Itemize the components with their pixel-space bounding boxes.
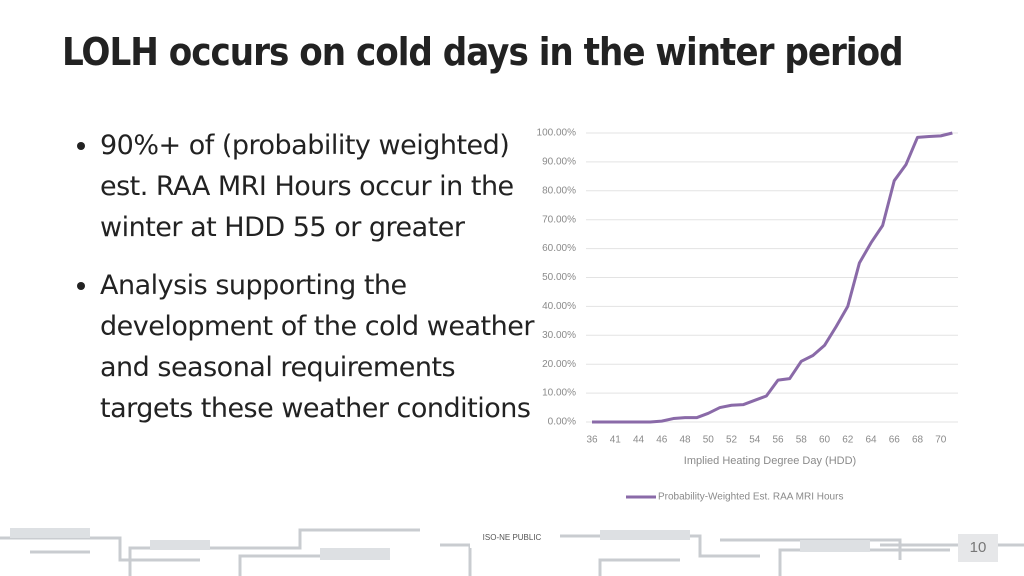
x-tick-label: 44 — [633, 435, 645, 446]
y-tick-label: 50.00% — [542, 272, 576, 283]
bullet: 90%+ of (probability weighted) est. RAA … — [100, 125, 540, 248]
y-tick-label: 0.00% — [548, 417, 576, 428]
x-tick-label: 68 — [912, 435, 924, 446]
x-tick-label: 41 — [610, 435, 622, 446]
y-tick-label: 30.00% — [542, 330, 576, 341]
x-tick-label: 36 — [586, 435, 598, 446]
x-tick-label: 54 — [749, 435, 761, 446]
y-tick-label: 20.00% — [542, 359, 576, 370]
x-tick-label: 52 — [726, 435, 738, 446]
bullet-list: 90%+ of (probability weighted) est. RAA … — [58, 125, 540, 446]
x-tick-label: 70 — [935, 435, 947, 446]
bullet: Analysis supporting the development of t… — [100, 265, 540, 429]
x-tick-label: 62 — [842, 435, 854, 446]
data-line — [592, 131, 953, 424]
footer-label: ISO-NE PUBLIC — [483, 533, 542, 542]
x-tick-label: 56 — [772, 435, 784, 446]
x-tick-label: 58 — [796, 435, 808, 446]
y-tick-label: 100.00% — [537, 128, 577, 139]
y-tick-label: 60.00% — [542, 243, 576, 254]
x-tick-label: 48 — [679, 435, 691, 446]
y-tick-label: 80.00% — [542, 185, 576, 196]
y-tick-label: 40.00% — [542, 301, 576, 312]
y-tick-label: 10.00% — [542, 388, 576, 399]
x-tick-label: 46 — [656, 435, 668, 446]
x-tick-label: 50 — [703, 435, 715, 446]
footer-box — [470, 528, 560, 548]
legend-label: Probability-Weighted Est. RAA MRI Hours — [658, 492, 843, 503]
page-number: 10 — [970, 539, 987, 556]
slide-title: LOLH occurs on cold days in the winter p… — [62, 30, 904, 74]
x-tick-label: 60 — [819, 435, 831, 446]
y-tick-label: 90.00% — [542, 157, 576, 168]
y-tick-label: 70.00% — [542, 214, 576, 225]
x-axis-label: Implied Heating Degree Day (HDD) — [684, 455, 856, 467]
x-tick-label: 66 — [889, 435, 901, 446]
page-box — [958, 534, 998, 562]
x-tick-label: 64 — [865, 435, 877, 446]
